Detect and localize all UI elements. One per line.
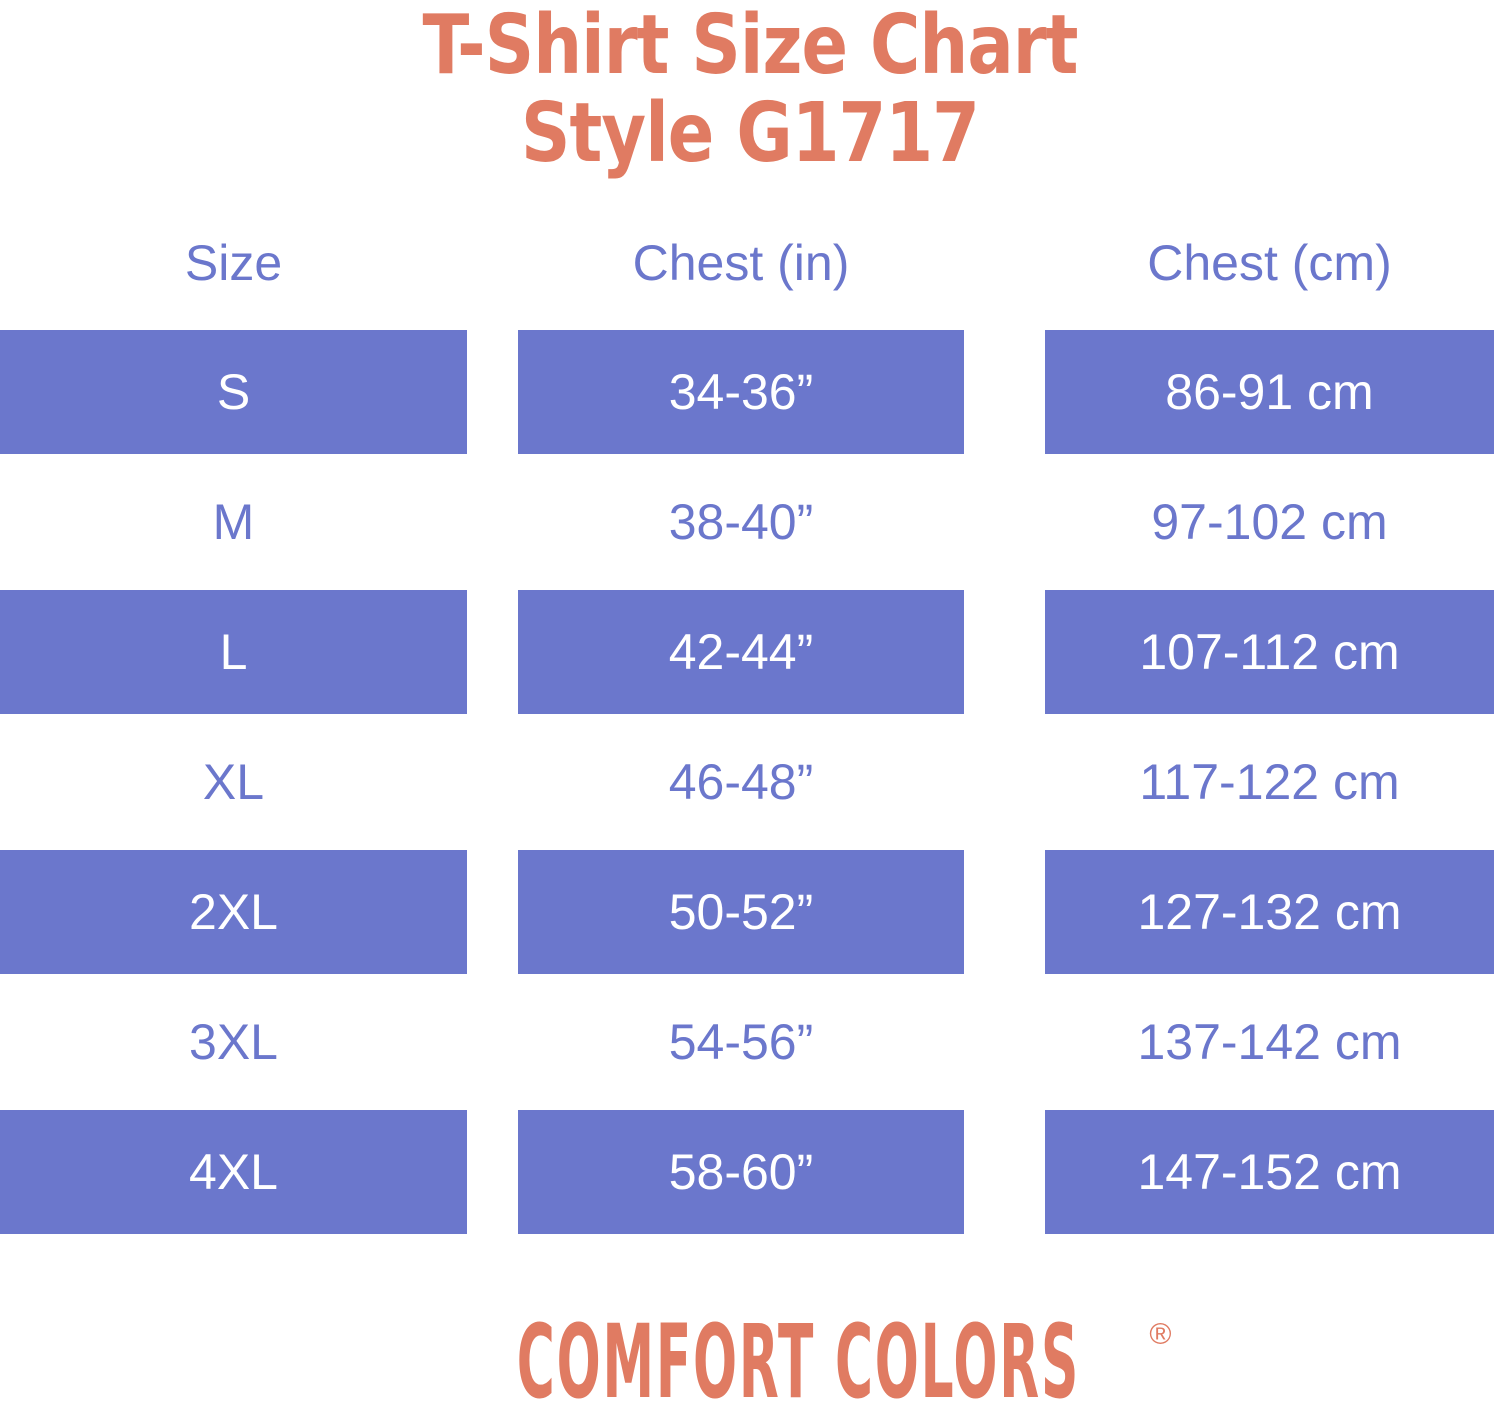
registered-trademark-icon: ® — [1149, 1318, 1172, 1351]
title-line-2: Style G1717 — [521, 86, 980, 181]
cell-chest-in: 42-44” — [518, 590, 964, 714]
brand-logo: COMFORT COLORS ® — [0, 1302, 1500, 1422]
cell-size: XL — [202, 754, 265, 810]
cell-chest-in: 58-60” — [518, 1110, 964, 1234]
cell-chest-cm: 117-122 cm — [1139, 754, 1400, 810]
cell-chest-cm: 147-152 cm — [1045, 1110, 1494, 1234]
cell-chest-in: 50-52” — [518, 850, 964, 974]
column-header-chest-in: Chest (in) — [632, 235, 850, 291]
cell-chest-in: 46-48” — [668, 754, 814, 810]
page-title: T-Shirt Size Chart Style G1717 — [0, 2, 1500, 178]
table-row: XL 46-48” 117-122 cm — [0, 720, 1500, 844]
table-row: 4XL 58-60” 147-152 cm — [0, 1110, 1500, 1234]
cell-size: 2XL — [0, 850, 467, 974]
column-header-size: Size — [184, 235, 283, 291]
cell-chest-cm: 127-132 cm — [1045, 850, 1494, 974]
cell-chest-cm: 137-142 cm — [1137, 1014, 1402, 1070]
cell-size: 4XL — [0, 1110, 467, 1234]
cell-chest-cm: 107-112 cm — [1045, 590, 1494, 714]
cell-chest-in: 54-56” — [668, 1014, 814, 1070]
title-line-1: T-Shirt Size Chart — [422, 0, 1078, 93]
cell-chest-in: 34-36” — [518, 330, 964, 454]
cell-size: L — [0, 590, 467, 714]
cell-chest-in: 38-40” — [668, 494, 814, 550]
cell-size: M — [212, 494, 255, 550]
brand-name: COMFORT COLORS — [516, 1302, 1080, 1422]
table-row: M 38-40” 97-102 cm — [0, 460, 1500, 584]
table-row: L 42-44” 107-112 cm — [0, 590, 1500, 714]
table-row: S 34-36” 86-91 cm — [0, 330, 1500, 454]
cell-size: S — [0, 330, 467, 454]
column-header-chest-cm: Chest (cm) — [1147, 235, 1392, 291]
table-row: 2XL 50-52” 127-132 cm — [0, 850, 1500, 974]
cell-size: 3XL — [189, 1014, 278, 1070]
cell-chest-cm: 97-102 cm — [1151, 494, 1388, 550]
table-row: 3XL 54-56” 137-142 cm — [0, 980, 1500, 1104]
cell-chest-cm: 86-91 cm — [1045, 330, 1494, 454]
